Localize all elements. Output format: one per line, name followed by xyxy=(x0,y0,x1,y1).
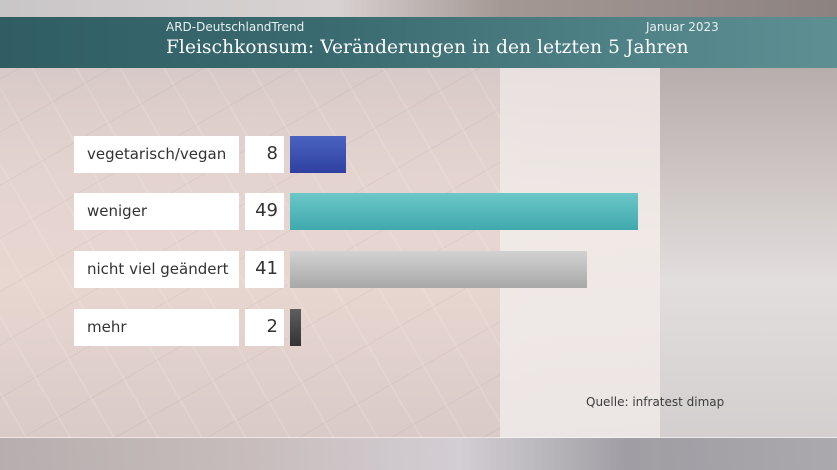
bar xyxy=(290,309,301,346)
category-label: nicht viel geändert xyxy=(87,260,229,278)
value-box: 8 xyxy=(245,136,284,173)
category-label-box: nicht viel geändert xyxy=(74,251,239,288)
category-label: weniger xyxy=(87,202,148,220)
category-label: mehr xyxy=(87,318,127,336)
background-top-strip xyxy=(0,0,837,20)
value-box: 49 xyxy=(245,193,284,230)
value-label: 8 xyxy=(266,143,278,164)
value-label: 2 xyxy=(266,316,278,337)
source-label: Quelle: infratest dimap xyxy=(586,395,725,409)
category-label-box: vegetarisch/vegan xyxy=(74,136,239,173)
category-label-box: mehr xyxy=(74,309,239,346)
bar xyxy=(290,251,587,288)
background-image-middle xyxy=(500,0,670,470)
header-date: Januar 2023 xyxy=(646,20,719,34)
value-label: 41 xyxy=(255,258,278,279)
header-subtitle: ARD-DeutschlandTrend xyxy=(166,20,305,34)
footer-band xyxy=(0,438,837,470)
bar xyxy=(290,136,346,173)
bar xyxy=(290,193,638,230)
header-banner: ARD-DeutschlandTrend Januar 2023 Fleisch… xyxy=(0,17,837,68)
category-label-box: weniger xyxy=(74,193,239,230)
chart-title: Fleischkonsum: Veränderungen in den letz… xyxy=(166,37,689,58)
background-image-left xyxy=(0,0,520,470)
value-box: 2 xyxy=(245,309,284,346)
category-label: vegetarisch/vegan xyxy=(87,145,227,163)
background-image-right xyxy=(660,0,837,470)
value-box: 41 xyxy=(245,251,284,288)
value-label: 49 xyxy=(255,200,278,221)
